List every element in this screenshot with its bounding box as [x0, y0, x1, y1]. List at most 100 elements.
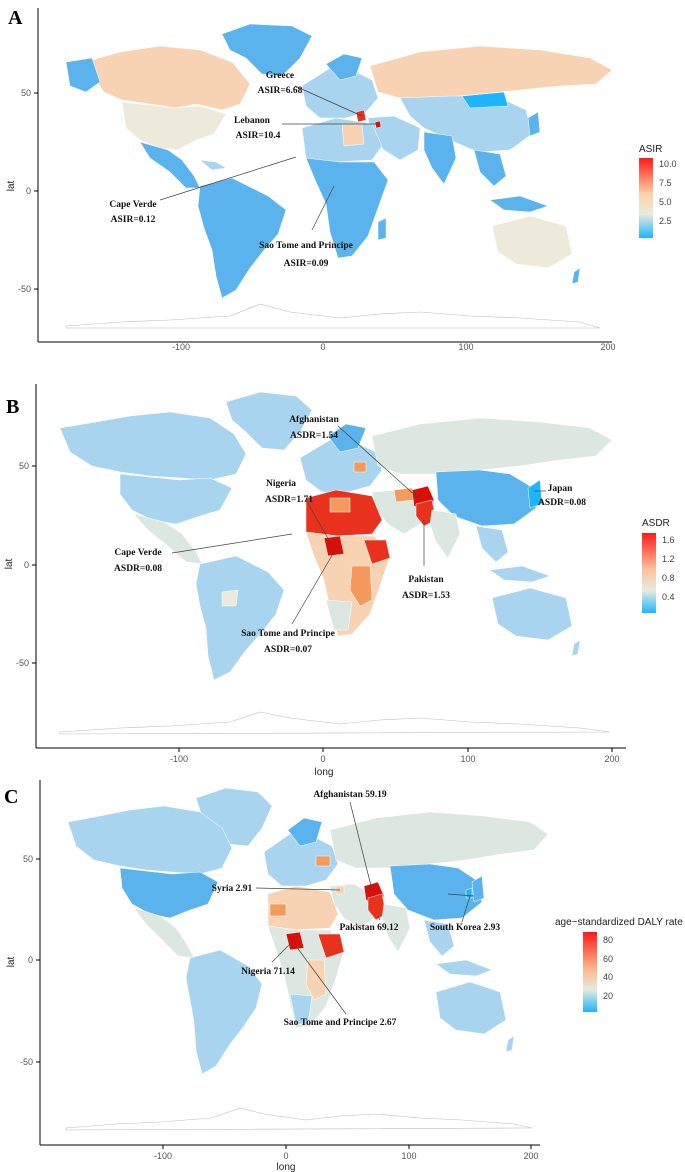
y-tick-label: 0	[28, 955, 33, 965]
annotation-stp-name: Sao Tome and Principe	[241, 629, 335, 639]
legend-tick: 1.6	[662, 535, 675, 545]
leader-line	[447, 893, 475, 897]
country-lebanon	[374, 120, 382, 129]
country-scandinavia	[325, 53, 363, 81]
country-new-zealand	[571, 639, 581, 657]
leader-line	[159, 156, 297, 201]
country-southern-africa	[289, 993, 313, 1025]
leader-line	[377, 915, 381, 921]
country-greenland	[225, 391, 313, 451]
y-tick-label: -50	[20, 1057, 33, 1067]
country-usa	[119, 867, 219, 919]
x-axis-title: long	[315, 767, 334, 778]
y-tick-label: 50	[21, 88, 31, 98]
legend-colorbar	[642, 533, 656, 613]
annotation-stp-name: Sao Tome and Principe	[259, 241, 353, 251]
leader-line	[337, 425, 419, 499]
annotation-japan-value: ASDR=0.08	[538, 498, 586, 508]
country-indonesia	[435, 959, 493, 977]
annotation-afghanistan-value: ASDR=1.54	[290, 431, 338, 441]
legend-tick: 0.8	[662, 573, 675, 583]
legend-title: ASDR	[642, 518, 670, 529]
country-south-korea	[465, 887, 473, 899]
country-alaska	[65, 57, 101, 93]
legend-tick: 5.0	[659, 197, 672, 207]
country-greece	[355, 109, 367, 123]
country-australia	[491, 587, 573, 641]
world-map-a	[65, 23, 613, 329]
country-indonesia	[489, 565, 551, 583]
annotation-greece-name: Greece	[266, 71, 294, 81]
legend-a: ASIR 10.0 7.5 5.0 2.5	[639, 144, 677, 238]
country-eastern-europe	[353, 461, 367, 473]
country-mongolia	[461, 91, 509, 109]
country-ethiopia	[363, 539, 391, 565]
annotation-lebanon-value: ASIR=10.4	[236, 131, 281, 141]
x-tick-label: 200	[604, 754, 619, 764]
y-tick-label: 0	[26, 186, 31, 196]
legend-tick: 80	[603, 935, 613, 945]
legend-tick: 20	[603, 991, 613, 1001]
country-nigeria	[323, 535, 345, 557]
world-map-c	[65, 787, 549, 1131]
leader-line	[255, 887, 341, 891]
annotation-greece-value: ASIR=6.68	[258, 86, 303, 96]
leader-line	[295, 945, 347, 1015]
annotation-stp-value: ASIR=0.09	[284, 259, 329, 269]
country-new-zealand	[571, 267, 581, 285]
country-russia	[329, 811, 549, 869]
panel-letter-a: A	[8, 7, 23, 29]
country-se-asia	[423, 919, 455, 957]
country-australia	[491, 215, 573, 269]
x-tick-label: 0	[283, 1151, 288, 1161]
annotation-south-korea: South Korea 2.93	[430, 923, 501, 933]
leader-line	[291, 551, 335, 625]
country-southern-africa	[325, 599, 353, 631]
country-caribbean	[199, 159, 227, 171]
x-tick-label: -100	[172, 342, 190, 352]
panel-b: B 50 0 -50 lat -100 0 100 200 long	[4, 384, 675, 778]
legend-colorbar	[583, 932, 597, 1012]
country-china	[399, 95, 533, 153]
panel-a: A 50 0 -50 lat -100 0 100 200	[6, 7, 677, 352]
country-canada	[59, 411, 247, 481]
country-new-zealand	[505, 1035, 515, 1053]
country-se-asia	[473, 149, 507, 187]
country-sub-saharan-africa	[305, 531, 391, 637]
antarctica-outline	[65, 1107, 533, 1131]
y-tick-label: -50	[18, 284, 31, 294]
annotation-japan-name: Japan	[548, 484, 574, 494]
legend-b: ASDR 1.6 1.2 0.8 0.4	[642, 518, 675, 613]
annotation-afghanistan-name: Afghanistan	[289, 415, 339, 425]
panel-letter-b: B	[6, 396, 19, 418]
country-east-africa	[349, 565, 373, 607]
x-tick-label: 200	[600, 342, 615, 352]
legend-title: ASIR	[639, 144, 662, 155]
x-tick-label: -100	[154, 1151, 172, 1161]
annotation-nigeria-name: Nigeria	[266, 479, 296, 489]
antarctica-outline	[59, 711, 611, 735]
country-bolivia	[221, 589, 239, 607]
annotation-nigeria: Nigeria 71.14	[241, 967, 295, 977]
country-scandinavia	[287, 817, 323, 847]
leader-line	[171, 533, 293, 554]
leader-line	[271, 943, 291, 963]
country-scandinavia	[327, 423, 367, 453]
annotation-cape-verde-name: Cape Verde	[109, 200, 156, 210]
panel-c: C 50 0 -50 lat -100 0 100 200 long	[4, 780, 683, 1172]
annotation-afghanistan: Afghanistan 59.19	[313, 790, 387, 800]
annotation-lebanon-name: Lebanon	[234, 116, 271, 126]
country-nigeria	[285, 931, 305, 951]
country-madagascar	[377, 217, 387, 241]
country-india	[381, 903, 411, 953]
country-usa	[121, 101, 227, 151]
x-tick-label: 100	[458, 342, 473, 352]
legend-tick: 60	[603, 954, 613, 964]
country-ethiopia	[317, 933, 345, 959]
panel-letter-c: C	[4, 786, 18, 808]
country-south-america	[195, 555, 285, 681]
country-greenland	[221, 23, 313, 77]
x-tick-label: 200	[523, 1151, 538, 1161]
country-south-america	[185, 949, 263, 1075]
annotations-a: Greece ASIR=6.68 Lebanon ASIR=10.4 Cape …	[109, 71, 377, 269]
